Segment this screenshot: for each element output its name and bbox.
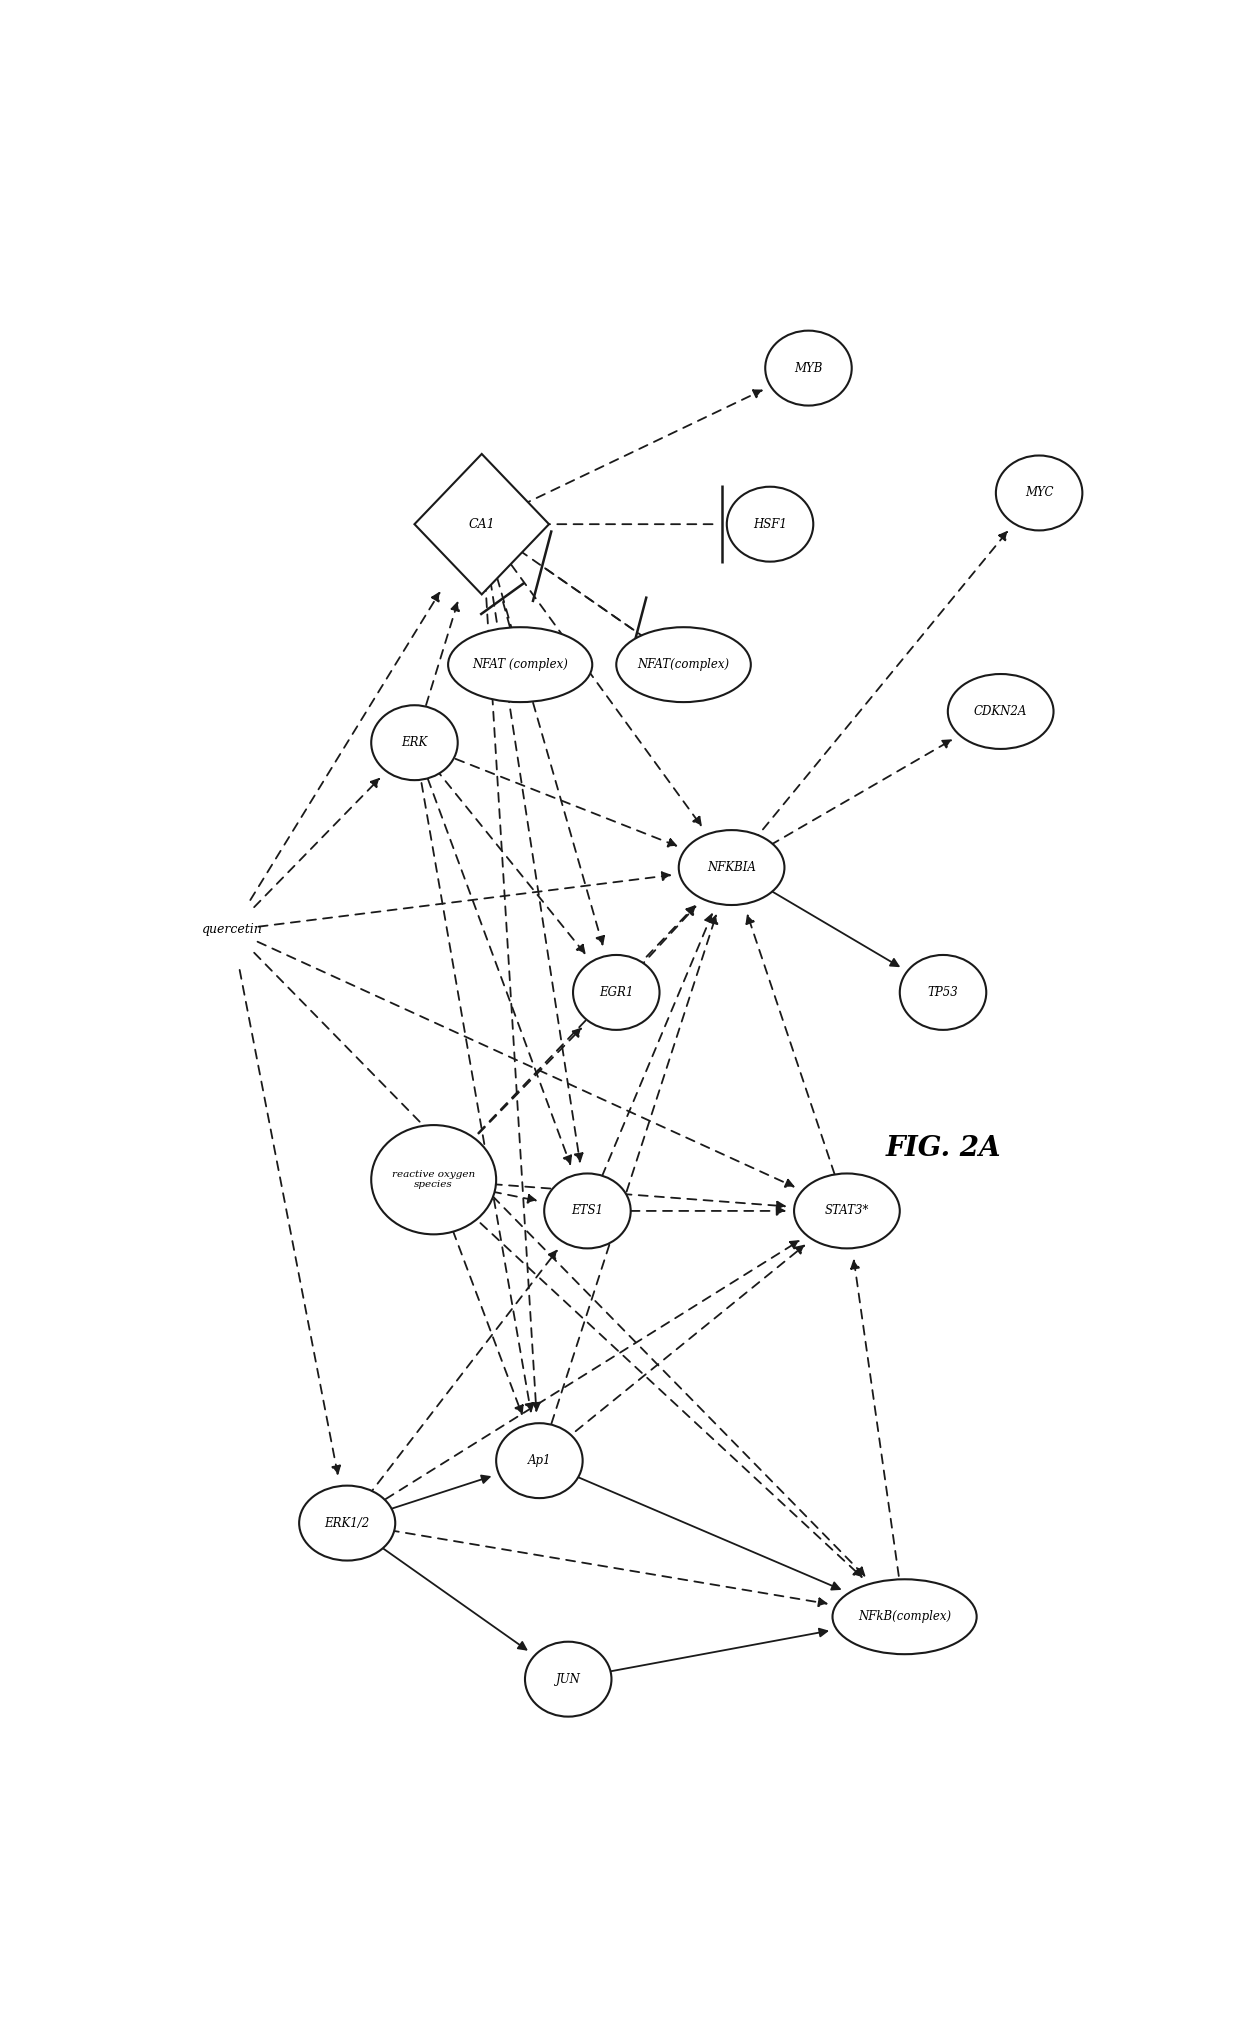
Ellipse shape (947, 675, 1054, 748)
Text: STAT3*: STAT3* (825, 1204, 869, 1218)
Text: NFKBIA: NFKBIA (707, 861, 756, 874)
Text: CA1: CA1 (469, 517, 495, 531)
Text: MYC: MYC (1025, 486, 1053, 499)
Polygon shape (414, 454, 549, 594)
Text: HSF1: HSF1 (753, 517, 787, 531)
Ellipse shape (765, 330, 852, 405)
Text: ERK: ERK (402, 736, 428, 750)
Text: JUN: JUN (556, 1672, 580, 1686)
Text: reactive oxygen
species: reactive oxygen species (392, 1170, 475, 1190)
Ellipse shape (832, 1579, 977, 1654)
Ellipse shape (299, 1486, 396, 1561)
Text: CDKN2A: CDKN2A (973, 705, 1028, 718)
Text: TP53: TP53 (928, 985, 959, 999)
Ellipse shape (678, 831, 785, 904)
Text: FIG. 2A: FIG. 2A (885, 1135, 1001, 1161)
Text: ERK1/2: ERK1/2 (325, 1516, 370, 1530)
Ellipse shape (496, 1423, 583, 1498)
Text: NFkB(complex): NFkB(complex) (858, 1609, 951, 1624)
Ellipse shape (371, 1125, 496, 1234)
Ellipse shape (727, 486, 813, 561)
Text: NFAT(complex): NFAT(complex) (637, 659, 729, 671)
Text: ETS1: ETS1 (572, 1204, 604, 1218)
Ellipse shape (616, 626, 751, 701)
Ellipse shape (448, 626, 593, 701)
Text: MYB: MYB (795, 361, 822, 375)
Text: Ap1: Ap1 (528, 1453, 551, 1468)
Ellipse shape (371, 705, 458, 780)
Ellipse shape (794, 1174, 900, 1249)
Ellipse shape (996, 456, 1083, 531)
Text: NFAT (complex): NFAT (complex) (472, 659, 568, 671)
Text: quercetin: quercetin (202, 924, 262, 936)
Ellipse shape (525, 1642, 611, 1717)
Ellipse shape (900, 955, 986, 1030)
Ellipse shape (544, 1174, 631, 1249)
Text: EGR1: EGR1 (599, 985, 634, 999)
Ellipse shape (573, 955, 660, 1030)
